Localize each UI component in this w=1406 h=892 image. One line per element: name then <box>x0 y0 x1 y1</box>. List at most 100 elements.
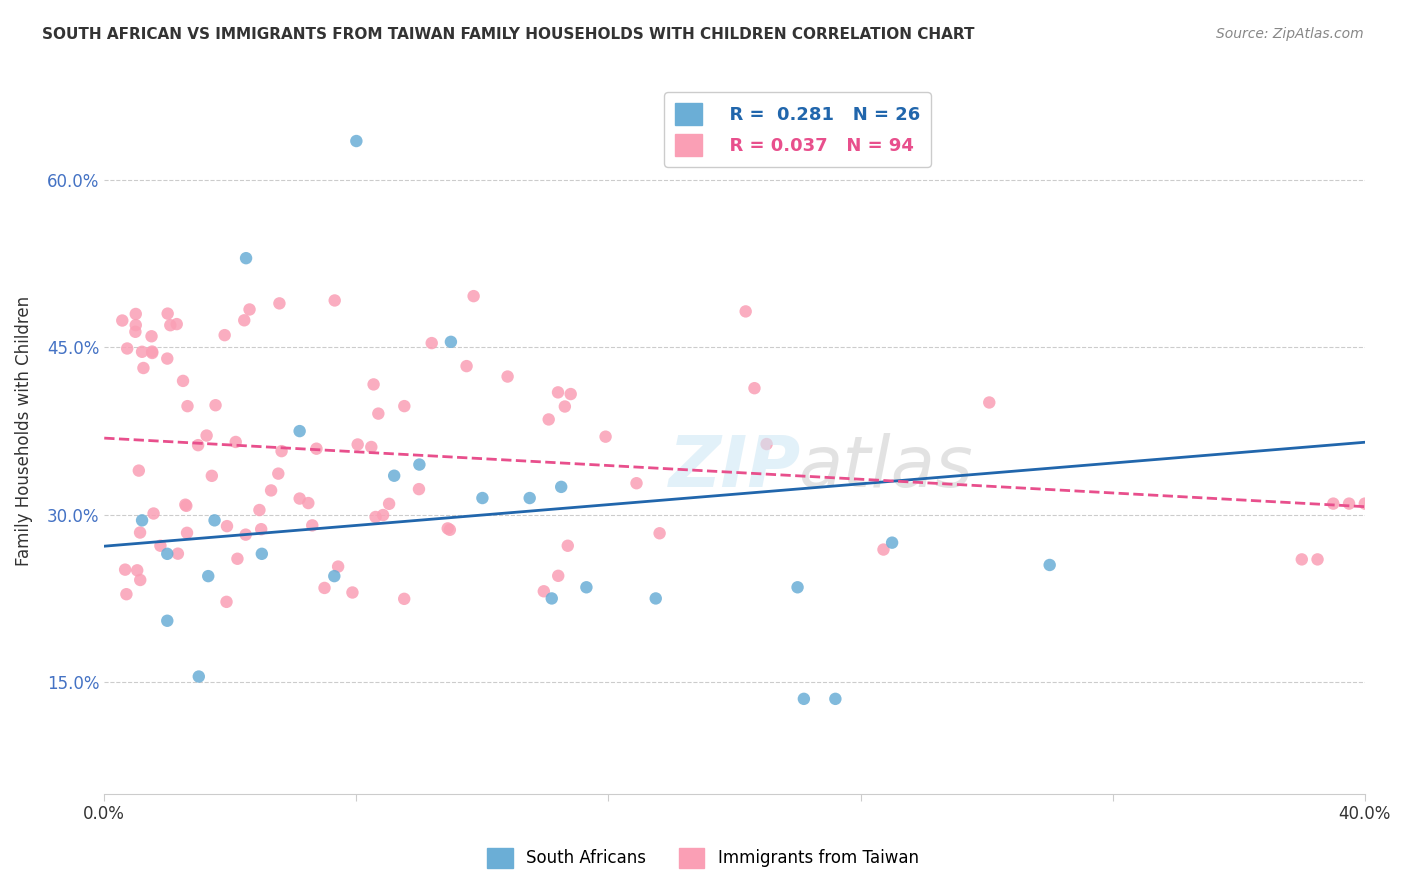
Point <box>141 346 163 360</box>
Point <box>463 289 485 303</box>
Point <box>197 569 219 583</box>
Point <box>744 381 766 395</box>
Point <box>250 522 273 536</box>
Point <box>131 344 153 359</box>
Point <box>270 444 292 458</box>
Point <box>560 387 582 401</box>
Point <box>201 468 224 483</box>
Point <box>378 497 401 511</box>
Point <box>235 251 257 265</box>
Point <box>111 313 134 327</box>
Point <box>323 293 346 308</box>
Point <box>176 525 198 540</box>
Point <box>167 547 190 561</box>
Point <box>371 508 394 522</box>
Point <box>288 424 311 438</box>
Point <box>124 325 146 339</box>
Point <box>159 318 181 333</box>
Point <box>644 591 666 606</box>
Point <box>214 328 236 343</box>
Point <box>734 304 756 318</box>
Point <box>786 580 808 594</box>
Point <box>114 563 136 577</box>
Point <box>346 437 368 451</box>
Point <box>225 434 247 449</box>
Point <box>141 344 163 359</box>
Point <box>595 430 617 444</box>
Point <box>156 307 179 321</box>
Point <box>326 559 349 574</box>
Point <box>176 399 198 413</box>
Text: ZIP: ZIP <box>668 433 800 502</box>
Point <box>344 134 367 148</box>
Text: atlas: atlas <box>799 433 973 502</box>
Point <box>195 428 218 442</box>
Point <box>215 595 238 609</box>
Point <box>626 476 648 491</box>
Point <box>125 318 148 332</box>
Point <box>129 525 152 540</box>
Point <box>537 412 560 426</box>
Point <box>648 526 671 541</box>
Legend:   R =  0.281   N = 26,   R = 0.037   N = 94: R = 0.281 N = 26, R = 0.037 N = 94 <box>665 92 931 167</box>
Y-axis label: Family Households with Children: Family Households with Children <box>15 296 32 566</box>
Point <box>1400 497 1406 511</box>
Point <box>367 407 389 421</box>
Point <box>250 547 273 561</box>
Point <box>187 438 209 452</box>
Point <box>204 398 226 412</box>
Point <box>215 519 238 533</box>
Point <box>141 329 163 343</box>
Point <box>249 503 271 517</box>
Point <box>314 581 336 595</box>
Point <box>440 334 463 349</box>
Point <box>471 491 494 505</box>
Point <box>115 342 138 356</box>
Point <box>824 691 846 706</box>
Point <box>260 483 283 498</box>
Point <box>880 535 903 549</box>
Point <box>238 302 260 317</box>
Point <box>323 569 346 583</box>
Point <box>1306 552 1329 566</box>
Point <box>547 569 569 583</box>
Point <box>233 313 256 327</box>
Point <box>235 527 257 541</box>
Point <box>204 513 226 527</box>
Point <box>132 361 155 376</box>
Point <box>174 498 197 512</box>
Point <box>392 591 415 606</box>
Point <box>360 440 382 454</box>
Point <box>793 691 815 706</box>
Point <box>456 359 478 373</box>
Point <box>394 399 416 413</box>
Point <box>127 563 149 577</box>
Point <box>1354 497 1376 511</box>
Point <box>288 491 311 506</box>
Point <box>872 542 894 557</box>
Point <box>420 336 443 351</box>
Point <box>142 507 165 521</box>
Point <box>550 480 572 494</box>
Point <box>166 317 188 331</box>
Point <box>342 585 364 599</box>
Text: Source: ZipAtlas.com: Source: ZipAtlas.com <box>1216 27 1364 41</box>
Point <box>187 669 209 683</box>
Point <box>1291 552 1313 566</box>
Legend: South Africans, Immigrants from Taiwan: South Africans, Immigrants from Taiwan <box>481 841 925 875</box>
Point <box>408 482 430 496</box>
Point <box>408 458 430 472</box>
Point <box>267 467 290 481</box>
Point <box>363 377 385 392</box>
Point <box>575 580 598 594</box>
Point <box>554 400 576 414</box>
Point <box>547 385 569 400</box>
Point <box>1322 497 1344 511</box>
Point <box>226 551 249 566</box>
Point <box>755 437 778 451</box>
Point <box>519 491 541 505</box>
Point <box>540 591 562 606</box>
Point <box>533 584 555 599</box>
Point <box>436 521 458 535</box>
Point <box>156 614 179 628</box>
